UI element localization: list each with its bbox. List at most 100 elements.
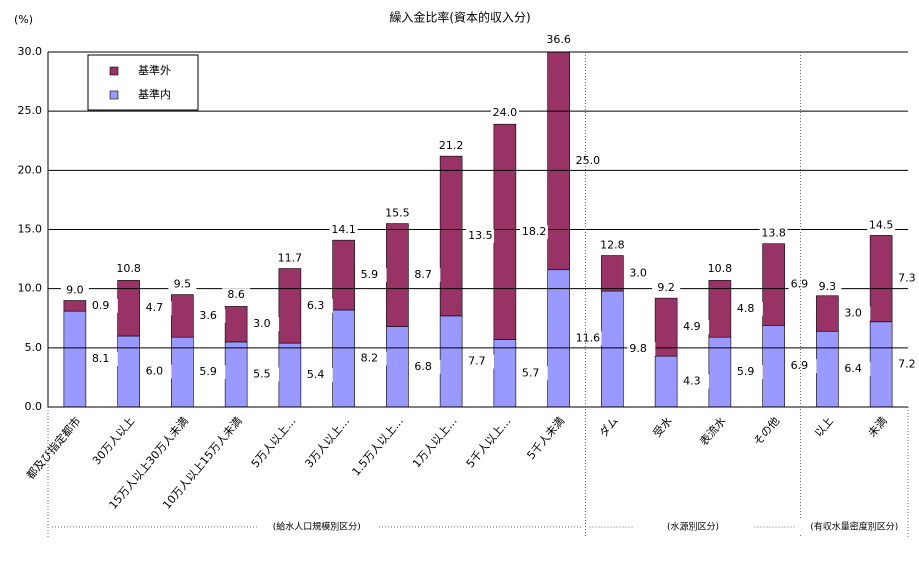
label-bg: [813, 279, 842, 294]
label-bg: [329, 223, 358, 238]
data-label: 5.7: [522, 366, 540, 379]
bar-segment: [762, 243, 785, 326]
label-bg: [304, 368, 333, 383]
data-label: 9.8: [629, 342, 647, 355]
label-bg: [896, 357, 919, 372]
x-tick-label: 都及び指定都市: [23, 414, 83, 482]
label-bg: [788, 359, 817, 374]
label-bg: [842, 362, 871, 377]
data-label: 6.9: [791, 278, 809, 291]
legend-swatch: [109, 90, 119, 100]
bar-segment: [654, 355, 678, 408]
data-label: 4.7: [146, 301, 164, 314]
label-bg: [114, 262, 143, 277]
label-bg: [759, 226, 788, 241]
label-bg: [734, 301, 763, 316]
bar-segment: [547, 269, 570, 408]
total-label: 9.5: [174, 278, 192, 291]
x-tick-label: 5千人未満: [524, 415, 567, 462]
data-label: 3.0: [629, 266, 647, 279]
label-bg: [705, 262, 734, 277]
data-label: 5.9: [199, 365, 217, 378]
label-bg: [544, 33, 573, 47]
x-tick-label: 3万人以上…: [302, 415, 352, 471]
data-label: 8.2: [361, 351, 379, 364]
label-bg: [304, 298, 333, 313]
label-bg: [358, 268, 387, 283]
x-tick-label: ダム: [596, 414, 621, 440]
y-tick-label: 20.0: [18, 163, 43, 176]
x-tick-label: 表流水: [697, 414, 729, 448]
label-bg: [275, 251, 304, 266]
bar-segment: [654, 297, 678, 357]
total-label: 36.6: [546, 33, 571, 46]
y-tick-label: 0.0: [25, 400, 43, 413]
x-tick-label: 1万人以上…: [410, 415, 460, 471]
legend-label: 基準外: [138, 63, 171, 77]
bar-segment: [601, 255, 624, 292]
x-tick-label: 未満: [866, 415, 890, 440]
bar-segment: [547, 52, 570, 271]
label-bg: [466, 354, 495, 369]
total-label: 10.8: [116, 262, 141, 275]
data-label: 8.7: [414, 268, 432, 281]
bar-segment: [386, 223, 409, 327]
label-bg: [627, 266, 656, 281]
group-label: (給水人口規模別区分): [273, 521, 361, 533]
total-label: 24.0: [493, 106, 518, 119]
x-tick-label: 以上: [812, 415, 836, 440]
chart-title: 繰入金比率(資本的収入分): [389, 10, 530, 25]
label-bg: [627, 342, 656, 357]
label-bg: [788, 277, 817, 292]
group-label: (水源別区分): [667, 521, 719, 533]
bar-segment: [332, 309, 355, 408]
data-label: 3.0: [253, 317, 271, 330]
label-bg: [197, 365, 226, 380]
data-label: 6.3: [307, 299, 325, 312]
label-bg: [681, 320, 710, 335]
label-bg: [60, 283, 89, 298]
label-bg: [437, 139, 466, 154]
data-label: 4.9: [683, 320, 701, 333]
label-bg: [89, 352, 118, 367]
label-bg: [251, 367, 280, 382]
bar-segment: [386, 326, 409, 408]
label-bg: [867, 218, 896, 233]
label-bg: [412, 268, 441, 283]
total-label: 8.6: [227, 288, 245, 301]
label-bg: [89, 298, 118, 313]
bar-segment: [63, 310, 87, 408]
label-bg: [794, 520, 915, 534]
label-bg: [652, 281, 681, 296]
bar-segment: [278, 268, 302, 344]
label-bg: [734, 365, 763, 380]
label-bg: [143, 301, 172, 316]
data-label: 6.8: [414, 360, 432, 373]
legend-swatch: [109, 66, 119, 76]
data-label: 0.9: [92, 299, 110, 312]
label-bg: [358, 351, 387, 366]
total-label: 9.3: [819, 280, 837, 293]
label-bg: [842, 306, 871, 321]
y-tick-label: 15.0: [18, 223, 43, 236]
label-bg: [598, 238, 627, 253]
label-bg: [143, 364, 172, 379]
total-label: 13.8: [761, 227, 786, 240]
label-bg: [466, 229, 495, 244]
data-label: 4.3: [683, 375, 701, 388]
data-label: 11.6: [576, 331, 601, 344]
data-label: 18.2: [522, 225, 547, 238]
x-tick-label: 5万人以上…: [249, 415, 299, 471]
bar-segment: [63, 300, 87, 312]
bar-segment: [117, 335, 140, 408]
bar-segment: [278, 342, 302, 408]
total-label: 11.7: [278, 252, 303, 265]
data-label: 5.9: [361, 268, 379, 281]
bar-segment: [708, 280, 732, 338]
data-label: 13.5: [468, 229, 493, 242]
label-bg: [197, 308, 226, 323]
data-label: 3.0: [844, 307, 862, 320]
label-bg: [573, 153, 602, 168]
label-bg: [573, 331, 602, 346]
label-bg: [490, 106, 519, 120]
